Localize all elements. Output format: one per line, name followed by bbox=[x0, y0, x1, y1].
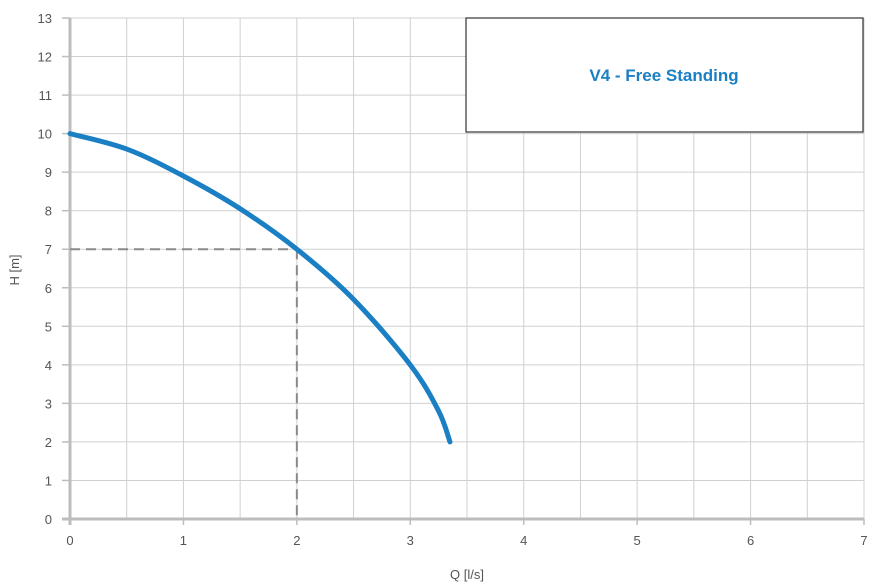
y-tick-label: 1 bbox=[45, 473, 52, 488]
axes bbox=[62, 17, 865, 525]
legend-title: V4 - Free Standing bbox=[589, 66, 738, 85]
y-tick-label: 7 bbox=[45, 242, 52, 257]
y-tick-label: 9 bbox=[45, 165, 52, 180]
y-tick-label: 2 bbox=[45, 435, 52, 450]
y-tick-label: 4 bbox=[45, 358, 52, 373]
x-tick-label: 7 bbox=[860, 533, 867, 548]
y-tick-label: 0 bbox=[45, 512, 52, 527]
x-tick-label: 0 bbox=[66, 533, 73, 548]
x-tick-label: 2 bbox=[293, 533, 300, 548]
y-tick-label: 6 bbox=[45, 281, 52, 296]
legend-box bbox=[465, 17, 864, 133]
legend: V4 - Free Standing bbox=[465, 17, 864, 133]
y-tick-label: 8 bbox=[45, 204, 52, 219]
y-axis-title: H [m] bbox=[7, 254, 22, 285]
x-tick-label: 1 bbox=[180, 533, 187, 548]
operating-point-guides bbox=[70, 248, 298, 519]
series-layer bbox=[67, 131, 453, 445]
x-tick-label: 5 bbox=[634, 533, 641, 548]
x-tick-label: 6 bbox=[747, 533, 754, 548]
x-tick-label: 4 bbox=[520, 533, 527, 548]
y-tick-label: 3 bbox=[45, 396, 52, 411]
y-tick-label: 10 bbox=[38, 127, 52, 142]
y-tick-label: 12 bbox=[38, 50, 52, 65]
x-axis-title: Q [l/s] bbox=[450, 567, 484, 582]
y-tick-label: 13 bbox=[38, 11, 52, 26]
series-line-v4 bbox=[67, 131, 453, 445]
y-tick-label: 5 bbox=[45, 319, 52, 334]
y-tick-label: 11 bbox=[39, 88, 53, 103]
x-tick-label: 3 bbox=[407, 533, 414, 548]
